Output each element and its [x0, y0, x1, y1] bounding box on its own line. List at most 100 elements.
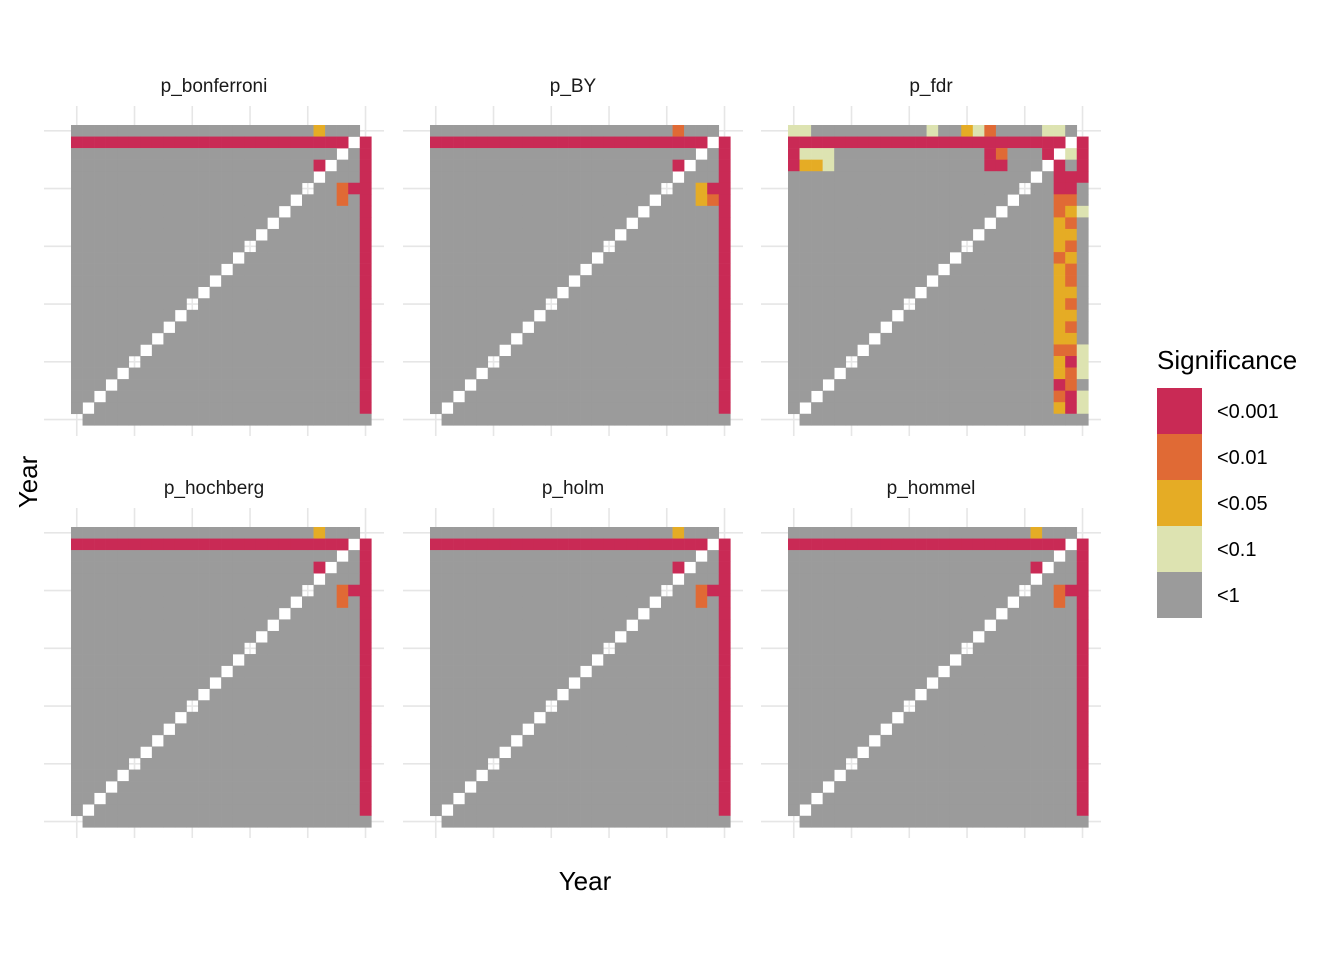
heatmap-cell	[891, 252, 904, 264]
heatmap-cell	[1019, 125, 1031, 137]
heatmap-cell	[903, 321, 916, 334]
heatmap-cell	[267, 390, 280, 403]
heatmap-cell	[140, 723, 153, 736]
heatmap-cell	[441, 700, 454, 713]
heatmap-cell	[684, 344, 696, 357]
heatmap-cell	[290, 677, 303, 689]
heatmap-cell	[961, 275, 974, 287]
heatmap-cell	[441, 538, 454, 551]
heatmap-tiles	[788, 527, 1089, 828]
heatmap-cell	[938, 769, 950, 782]
heatmap-cell	[545, 344, 558, 357]
heatmap-cell	[672, 561, 685, 574]
heatmap-cell	[568, 573, 581, 586]
heatmap-cell	[198, 159, 210, 172]
heatmap-cell	[313, 607, 326, 620]
heatmap-cell	[626, 298, 639, 311]
heatmap-cell	[487, 561, 500, 574]
heatmap-cell	[614, 240, 627, 253]
heatmap-cell	[198, 240, 210, 253]
heatmap-cell	[267, 815, 280, 828]
heatmap-cell	[209, 240, 222, 253]
heatmap-cell	[359, 182, 372, 195]
heatmap-cell	[487, 390, 500, 403]
heatmap-cell	[1030, 159, 1043, 172]
heatmap-cell	[209, 217, 222, 230]
heatmap-cell	[174, 390, 187, 403]
heatmap-cell	[880, 275, 893, 287]
heatmap-cell	[603, 538, 616, 551]
heatmap-cell	[533, 171, 546, 184]
heatmap-cell	[1042, 527, 1054, 539]
heatmap-cell	[499, 665, 512, 678]
heatmap-cell	[984, 550, 997, 562]
heatmap-cell	[117, 275, 130, 287]
heatmap-cell	[267, 194, 280, 207]
heatmap-cell	[845, 538, 858, 551]
heatmap-cell	[1007, 402, 1020, 415]
heatmap-cell	[94, 171, 106, 184]
heatmap-cell	[325, 252, 337, 264]
heatmap-cell	[464, 159, 477, 172]
heatmap-cell	[995, 804, 1008, 817]
heatmap-cell	[972, 711, 985, 724]
heatmap-cell	[348, 263, 361, 276]
heatmap-cell	[972, 642, 985, 655]
heatmap-cell	[117, 217, 130, 230]
heatmap-cell	[695, 171, 708, 184]
heatmap-cell	[140, 781, 153, 793]
heatmap-cell	[163, 769, 176, 782]
heatmap-cell	[995, 286, 1008, 299]
heatmap-cell	[880, 769, 893, 782]
heatmap-cell	[267, 746, 280, 759]
heatmap-cell	[1030, 298, 1043, 311]
heatmap-cell	[174, 734, 187, 747]
heatmap-cell	[891, 665, 904, 678]
heatmap-cell	[325, 654, 337, 666]
heatmap-cell	[591, 228, 604, 241]
heatmap-cell	[903, 390, 916, 403]
heatmap-cell	[325, 769, 337, 782]
heatmap-cell	[82, 561, 95, 574]
heatmap-cell	[580, 550, 592, 562]
heatmap-cell	[510, 677, 523, 689]
heatmap-cell	[209, 413, 222, 426]
heatmap-cell	[972, 688, 985, 701]
heatmap-cell	[522, 356, 535, 368]
heatmap-cell	[255, 205, 268, 218]
heatmap-cell	[1076, 630, 1089, 643]
heatmap-cell	[82, 194, 95, 207]
heatmap-cell	[430, 665, 442, 678]
heatmap-cell	[995, 275, 1008, 287]
heatmap-cell	[209, 607, 222, 620]
heatmap-cell	[151, 573, 164, 586]
heatmap-cell	[255, 573, 268, 586]
heatmap-cell	[441, 607, 454, 620]
heatmap-cell	[302, 263, 314, 276]
heatmap-cell	[510, 758, 523, 770]
heatmap-cell	[430, 148, 442, 160]
heatmap-cell	[105, 136, 118, 149]
heatmap-cell	[221, 148, 233, 160]
heatmap-cell	[718, 194, 731, 207]
heatmap-cell	[603, 596, 616, 609]
heatmap-cell	[1053, 332, 1066, 345]
heatmap-cell	[614, 769, 627, 782]
heatmap-cell	[868, 286, 881, 299]
heatmap-cell	[522, 252, 535, 264]
heatmap-cell	[834, 677, 847, 689]
heatmap-cell	[163, 665, 176, 678]
heatmap-cell	[244, 263, 257, 276]
heatmap-cell	[545, 171, 558, 184]
heatmap-cell	[174, 561, 187, 574]
heatmap-cell	[232, 769, 245, 782]
heatmap-cell	[1076, 309, 1089, 322]
heatmap-cell	[672, 734, 685, 747]
heatmap-cell	[880, 390, 893, 403]
heatmap-cell	[255, 584, 268, 597]
heatmap-cell	[603, 136, 616, 149]
heatmap-cell	[857, 596, 870, 609]
heatmap-cell	[626, 125, 639, 137]
heatmap-cell	[903, 240, 916, 253]
heatmap-cell	[661, 136, 673, 149]
